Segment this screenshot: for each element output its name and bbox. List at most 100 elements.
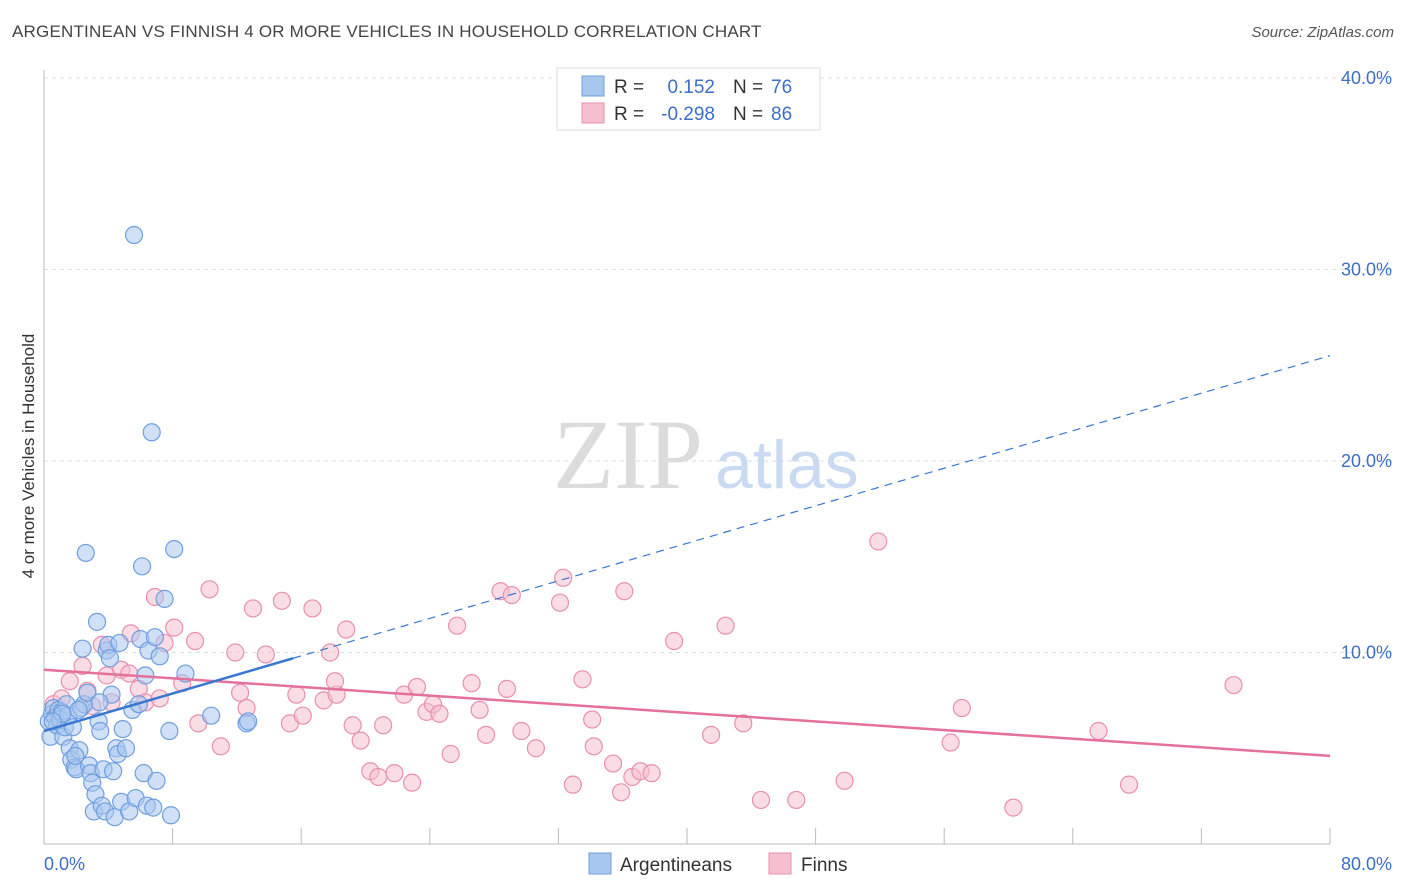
legend-r-value-finns: -0.298 [661, 104, 715, 125]
trend-lines [43, 355, 1331, 758]
bottom-legend-argentineans: Argentineans [620, 855, 732, 876]
finns-point [462, 674, 481, 693]
argentineans-point [145, 628, 165, 647]
legend-n-value-finns: 86 [771, 104, 792, 125]
y-tick-labels: 10.0% 20.0% 30.0% 40.0% [1341, 68, 1392, 663]
finns-point [60, 672, 79, 691]
argentineans-trend-line [43, 657, 294, 733]
finns-point [1119, 775, 1139, 794]
finns-point [869, 532, 888, 551]
finns-point [343, 716, 362, 735]
watermark-zip: ZIP [553, 399, 703, 510]
finns-point [563, 775, 582, 794]
argentineans-point [73, 639, 92, 658]
finns-point [642, 764, 661, 783]
finns-point [448, 616, 467, 635]
source-credit: Source: ZipAtlas.com [1251, 24, 1394, 41]
finns-point [1004, 798, 1023, 817]
finns-point [293, 706, 312, 725]
finns-point [165, 618, 184, 637]
legend-n-value-argentineans: 76 [771, 77, 792, 98]
argentineans-point [116, 739, 136, 758]
argentineans-point [78, 683, 97, 702]
finns-trend-line [43, 668, 1331, 758]
argentineans-point [165, 539, 184, 559]
argentineans-swatch [581, 75, 605, 97]
finns-point [351, 731, 370, 750]
bottom-legend-finns: Finns [801, 855, 847, 876]
finns-point [186, 631, 205, 651]
finns-point [611, 783, 631, 802]
finns-point [702, 725, 721, 744]
finns-point [256, 645, 275, 664]
watermark-atlas: atlas [715, 427, 859, 503]
finns-point [231, 683, 250, 702]
finns-points [44, 532, 1243, 817]
finns-point [512, 721, 531, 741]
finns-point [211, 737, 230, 756]
finns-point [554, 568, 573, 587]
finns-point [787, 790, 806, 810]
series-legend: Argentineans Finns [588, 852, 847, 876]
finns-point [441, 744, 460, 764]
argentineans-point [110, 633, 129, 653]
finns-point [716, 616, 735, 635]
finns-point [120, 664, 139, 683]
argentineans-trend-extension [292, 355, 1331, 659]
finns-point [1224, 675, 1243, 695]
finns-point [615, 582, 634, 601]
finns-point [583, 710, 602, 729]
finns-point [526, 739, 545, 758]
finns-point [603, 754, 623, 773]
finns-swatch [581, 102, 605, 124]
finns-point [321, 643, 340, 662]
finns-point [385, 764, 404, 783]
finns-point [200, 580, 219, 599]
legend-r-label-1: R = [614, 77, 644, 98]
argentineans-point [161, 806, 181, 825]
finns-point [243, 599, 263, 618]
argentineans-point [90, 693, 109, 712]
argentineans-point [76, 543, 95, 563]
finns-point [584, 737, 603, 756]
finns-point [403, 773, 422, 792]
x-tick-min: 0.0% [44, 854, 85, 874]
argentineans-point [132, 557, 152, 576]
argentineans-point [142, 423, 161, 442]
argentineans-point [150, 647, 169, 666]
argentineans-point [160, 721, 179, 741]
argentineans-point [144, 798, 163, 817]
finns-point [476, 725, 496, 744]
finns-point [734, 714, 753, 733]
y-tick-10: 10.0% [1341, 643, 1392, 663]
finns-point [497, 679, 517, 698]
finns-point [272, 591, 292, 610]
argentineans-point [69, 700, 88, 720]
finns-point [835, 771, 854, 790]
legend-n-label-2: N = [733, 104, 763, 125]
argentineans-point [91, 721, 110, 741]
y-tick-40: 40.0% [1341, 68, 1392, 88]
finns-point [369, 767, 388, 787]
argentineans-point [239, 712, 258, 731]
argentineans-point [155, 589, 174, 608]
finns-point [303, 599, 322, 618]
finns-point [325, 672, 345, 691]
stats-legend: R = 0.152 N = 76 R = -0.298 N = 86 [556, 67, 821, 131]
y-tick-30: 30.0% [1341, 260, 1392, 280]
x-tick-max: 80.0% [1341, 854, 1392, 874]
finns-point [573, 670, 592, 689]
finns-point [287, 685, 306, 704]
bottom-swatch-finns [768, 852, 792, 875]
finns-point [337, 620, 356, 639]
finns-point [226, 643, 245, 662]
argentineans-point [100, 649, 120, 668]
argentineans-point [202, 706, 221, 725]
argentineans-points [39, 225, 258, 827]
bottom-swatch-argentineans [588, 852, 612, 875]
finns-point [665, 631, 684, 651]
y-tick-20: 20.0% [1341, 451, 1392, 471]
argentineans-point [113, 719, 132, 739]
watermark: ZIP atlas [553, 399, 859, 510]
